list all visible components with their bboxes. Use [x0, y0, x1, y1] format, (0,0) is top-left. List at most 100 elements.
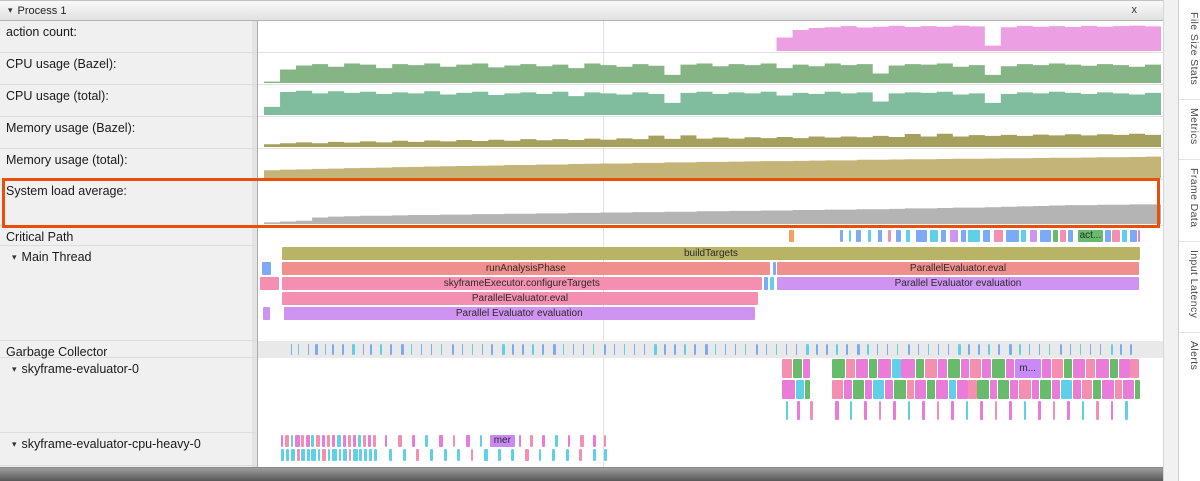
- slice[interactable]: [363, 448, 368, 461]
- row-label-skyframe-evaluator-0[interactable]: ▾ skyframe-evaluator-0: [0, 358, 257, 433]
- slice[interactable]: [286, 448, 289, 461]
- slice[interactable]: [336, 434, 342, 447]
- slice[interactable]: [877, 343, 879, 355]
- slice[interactable]: [1134, 379, 1141, 399]
- slice[interactable]: [451, 343, 455, 355]
- slice[interactable]: [993, 229, 1003, 242]
- slice[interactable]: [280, 434, 284, 447]
- slice[interactable]: [290, 434, 294, 447]
- track-main-thread[interactable]: buildTargets runAnalysisPhase ParallelEval…: [258, 246, 1163, 341]
- tab-frame-data[interactable]: Frame Data: [1179, 158, 1200, 241]
- slice[interactable]: [947, 358, 961, 378]
- slice[interactable]: [367, 434, 372, 447]
- slice[interactable]: [935, 379, 948, 399]
- slice[interactable]: [352, 343, 355, 355]
- slice[interactable]: [802, 358, 811, 378]
- slice[interactable]: [357, 434, 362, 447]
- slice-m[interactable]: m...: [1014, 358, 1041, 378]
- slice[interactable]: [846, 343, 848, 355]
- slice[interactable]: [795, 379, 804, 399]
- slice[interactable]: [873, 379, 885, 399]
- slice[interactable]: [338, 448, 342, 461]
- slice[interactable]: [429, 448, 433, 461]
- slice[interactable]: [1051, 358, 1064, 378]
- slice[interactable]: [857, 343, 860, 355]
- slice[interactable]: [582, 343, 585, 355]
- slice[interactable]: [961, 229, 966, 242]
- slice-runanalysisphase[interactable]: runAnalysisPhase: [281, 261, 770, 275]
- slice[interactable]: [384, 434, 388, 447]
- slice[interactable]: [765, 343, 768, 355]
- slice[interactable]: [290, 448, 296, 461]
- slice[interactable]: [1020, 229, 1027, 242]
- slice[interactable]: [362, 343, 365, 355]
- slice[interactable]: [836, 343, 838, 355]
- slice[interactable]: [1112, 229, 1121, 242]
- slice[interactable]: [941, 229, 946, 242]
- slice[interactable]: [389, 448, 392, 461]
- slice[interactable]: [937, 358, 947, 378]
- slice-act[interactable]: act...: [1077, 229, 1103, 242]
- horizontal-scrollbar[interactable]: [0, 467, 1163, 481]
- slice[interactable]: [322, 434, 325, 447]
- slice[interactable]: [1096, 358, 1109, 378]
- slice[interactable]: [843, 379, 852, 399]
- slice[interactable]: [705, 343, 708, 355]
- slice[interactable]: [797, 400, 800, 420]
- slice[interactable]: [1038, 400, 1041, 420]
- slice[interactable]: [970, 358, 982, 378]
- slice[interactable]: [285, 434, 289, 447]
- process-header[interactable]: ▾ Process 1 x: [0, 0, 1163, 21]
- slice[interactable]: [554, 434, 559, 447]
- slice[interactable]: [522, 343, 524, 355]
- slice[interactable]: [907, 400, 911, 420]
- slice[interactable]: [917, 343, 920, 355]
- slice[interactable]: [755, 343, 759, 355]
- expander-icon[interactable]: ▾: [12, 252, 17, 262]
- slice[interactable]: [978, 343, 980, 355]
- slice[interactable]: [826, 343, 828, 355]
- slice[interactable]: [307, 343, 310, 355]
- slice[interactable]: [831, 358, 846, 378]
- slice[interactable]: [968, 343, 970, 355]
- slice[interactable]: [927, 343, 930, 355]
- slice[interactable]: [439, 434, 443, 447]
- tab-alerts[interactable]: Alerts: [1179, 332, 1200, 384]
- slice[interactable]: [553, 343, 556, 355]
- slice[interactable]: [430, 343, 433, 355]
- slice[interactable]: [947, 343, 950, 355]
- slice[interactable]: [982, 358, 992, 378]
- slice[interactable]: [326, 434, 331, 447]
- slice[interactable]: [937, 343, 940, 355]
- slice[interactable]: [1029, 229, 1038, 242]
- slice[interactable]: [856, 229, 861, 242]
- slice[interactable]: [770, 276, 775, 290]
- slice[interactable]: [613, 343, 616, 355]
- slice[interactable]: [785, 343, 788, 355]
- slice[interactable]: [315, 434, 321, 447]
- slice[interactable]: [988, 343, 990, 355]
- slice[interactable]: [894, 379, 906, 399]
- row-label-skyframe-evaluator-cpu-heavy-0[interactable]: ▾ skyframe-evaluator-cpu-heavy-0: [0, 433, 257, 466]
- slice[interactable]: [930, 229, 938, 242]
- slice[interactable]: [1099, 343, 1102, 355]
- slice[interactable]: [370, 343, 372, 355]
- slice[interactable]: [305, 434, 310, 447]
- slice[interactable]: [806, 343, 809, 355]
- slice-skyframeexecutor-configuretargets[interactable]: skyframeExecutor.configureTargets: [281, 276, 762, 290]
- slice[interactable]: [542, 343, 544, 355]
- slice[interactable]: [1010, 379, 1019, 399]
- slice[interactable]: [654, 343, 657, 355]
- track-memory-usage-bazel[interactable]: [258, 117, 1163, 149]
- slice[interactable]: [977, 379, 990, 399]
- slice[interactable]: [443, 448, 448, 461]
- track-system-load-average[interactable]: [258, 180, 1163, 226]
- slice[interactable]: [416, 448, 420, 461]
- slice[interactable]: [440, 343, 443, 355]
- slice[interactable]: [1051, 379, 1060, 399]
- slice[interactable]: [852, 379, 865, 399]
- slice[interactable]: [868, 358, 878, 378]
- slice[interactable]: [491, 343, 493, 355]
- slice[interactable]: [359, 448, 363, 461]
- slice[interactable]: [524, 448, 529, 461]
